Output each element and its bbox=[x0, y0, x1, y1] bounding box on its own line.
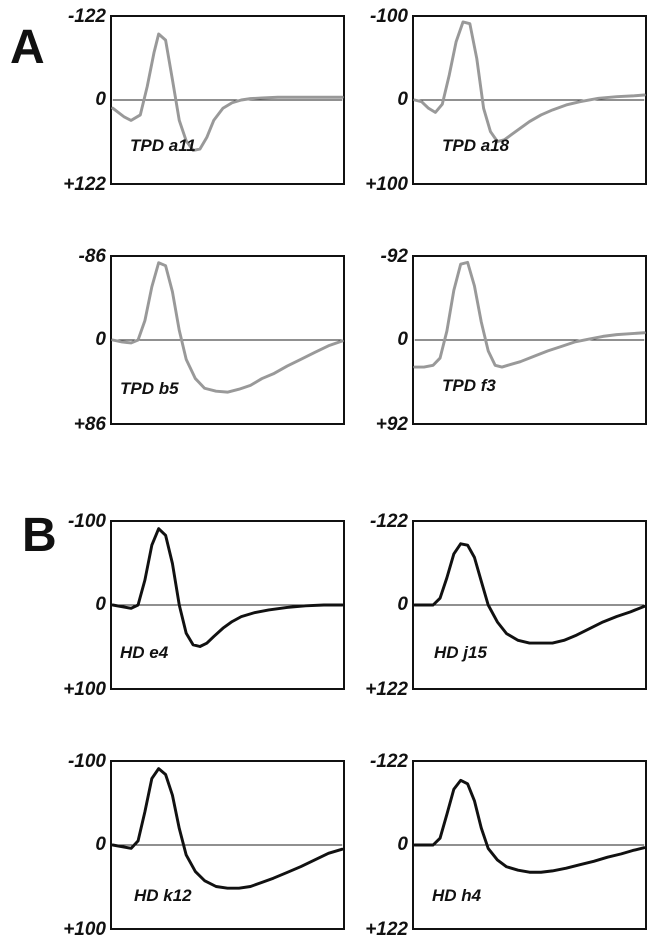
chart-hd-j15: HD j15 bbox=[412, 520, 647, 690]
series-line bbox=[413, 778, 646, 874]
chart-plot-area bbox=[413, 778, 646, 874]
chart-plot-area bbox=[111, 527, 344, 648]
series-label: TPD f3 bbox=[442, 376, 496, 395]
chart-plot-area bbox=[111, 261, 344, 394]
y-tick-label: -100 bbox=[67, 511, 106, 532]
series-line bbox=[413, 260, 646, 369]
series-label: HD k12 bbox=[134, 886, 192, 905]
y-tick-label: -100 bbox=[67, 751, 106, 772]
y-tick-label: -100 bbox=[369, 6, 408, 27]
y-tick-label: 0 bbox=[95, 834, 106, 855]
chart-plot-area bbox=[111, 32, 344, 152]
y-tick-label: +92 bbox=[375, 414, 408, 435]
chart-plot-area bbox=[413, 542, 646, 645]
y-tick-label: 0 bbox=[397, 89, 408, 110]
y-tick-label: 0 bbox=[397, 834, 408, 855]
y-tick-label: 0 bbox=[397, 329, 408, 350]
y-tick-label: -122 bbox=[369, 511, 408, 532]
series-label: TPD a11 bbox=[130, 136, 196, 155]
y-tick-label: -122 bbox=[369, 751, 408, 772]
y-tick-label: -86 bbox=[78, 246, 106, 267]
series-label: TPD a18 bbox=[442, 136, 510, 155]
y-tick-label: +100 bbox=[365, 174, 408, 195]
panel-letter-a: A bbox=[10, 21, 45, 74]
chart-hd-h4: HD h4 bbox=[412, 760, 647, 930]
y-tick-label: -122 bbox=[67, 6, 106, 27]
panel-letter-b: B bbox=[22, 509, 57, 562]
chart-hd-e4: HD e4 bbox=[110, 520, 345, 690]
series-label: HD h4 bbox=[432, 886, 482, 905]
series-line bbox=[111, 32, 344, 152]
y-tick-label: 0 bbox=[95, 329, 106, 350]
y-tick-label: +122 bbox=[365, 679, 408, 700]
series-line bbox=[111, 767, 344, 890]
chart-tpd-b5: TPD b5 bbox=[110, 255, 345, 425]
chart-plot-area bbox=[111, 767, 344, 890]
y-tick-label: -92 bbox=[380, 246, 408, 267]
chart-tpd-f3: TPD f3 bbox=[412, 255, 647, 425]
y-tick-label: +100 bbox=[63, 679, 106, 700]
chart-hd-k12: HD k12 bbox=[110, 760, 345, 930]
chart-tpd-a11: TPD a11 bbox=[110, 15, 345, 185]
series-line bbox=[413, 542, 646, 645]
y-tick-label: 0 bbox=[95, 594, 106, 615]
y-tick-label: +86 bbox=[73, 414, 106, 435]
series-label: HD j15 bbox=[434, 643, 487, 662]
y-tick-label: 0 bbox=[397, 594, 408, 615]
series-label: TPD b5 bbox=[120, 379, 179, 398]
series-line bbox=[111, 261, 344, 394]
series-line bbox=[111, 527, 344, 648]
series-line bbox=[413, 20, 646, 143]
chart-plot-area bbox=[413, 260, 646, 369]
chart-plot-area bbox=[413, 20, 646, 143]
chart-tpd-a18: TPD a18 bbox=[412, 15, 647, 185]
series-label: HD e4 bbox=[120, 643, 169, 662]
y-tick-label: +122 bbox=[63, 174, 106, 195]
y-tick-label: 0 bbox=[95, 89, 106, 110]
